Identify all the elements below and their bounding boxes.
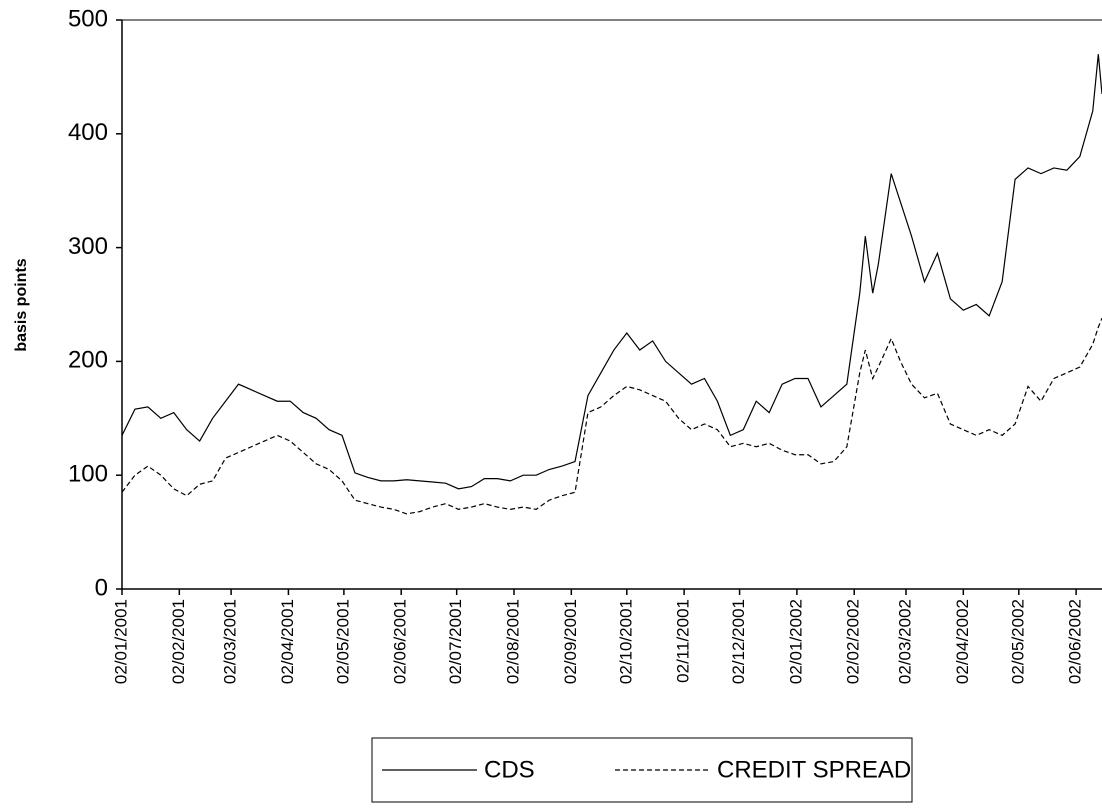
x-tick-label: 02/04/2002 [953,599,972,684]
y-axis-label: basis points [13,258,30,351]
x-tick-label: 02/03/2001 [221,599,240,684]
x-tick-label: 02/06/2002 [1066,599,1085,684]
y-tick-label: 500 [68,5,108,32]
x-tick-label: 02/01/2002 [786,599,805,684]
x-tick-label: 02/06/2001 [391,599,410,684]
x-tick-label: 02/05/2002 [1008,599,1027,684]
y-tick-label: 400 [68,119,108,146]
x-tick-label: 02/02/2002 [844,599,863,684]
y-tick-label: 200 [68,347,108,374]
x-tick-label: 02/07/2001 [446,599,465,684]
x-tick-label: 02/10/2001 [616,599,635,684]
legend-label: CREDIT SPREAD [717,756,911,783]
x-tick-label: 02/02/2001 [169,599,188,684]
y-tick-label: 300 [68,233,108,260]
x-tick-label: 02/11/2001 [674,599,693,683]
legend-label: CDS [484,756,535,783]
y-tick-label: 0 [95,574,108,601]
x-tick-label: 02/04/2001 [278,599,297,684]
series-line [121,54,1102,490]
x-tick-label: 02/09/2001 [561,599,580,684]
x-tick-label: 02/01/2001 [111,599,130,684]
x-tick-label: 02/05/2001 [333,599,352,684]
x-tick-label: 02/08/2001 [503,599,522,684]
series-line [121,317,1102,515]
y-tick-label: 100 [68,461,108,488]
x-tick-label: 02/12/2001 [729,599,748,684]
x-tick-label: 02/03/2002 [895,599,914,684]
